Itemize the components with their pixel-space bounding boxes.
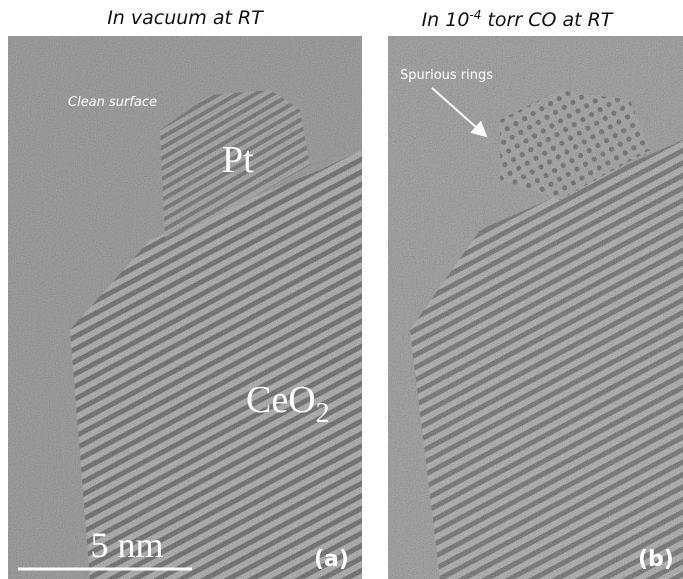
title-part: In 10 <box>422 9 470 31</box>
tem-image-b <box>388 36 683 579</box>
figure: In vacuum at RT In 10-4 torr CO at RT Cl… <box>0 0 683 579</box>
panel-title: In vacuum at RT <box>107 7 264 29</box>
tem-image-a <box>8 36 362 579</box>
panel-label: (a) <box>314 547 349 572</box>
panel-title: In 10-4 torr CO at RT <box>422 8 614 31</box>
label-part: CeO <box>246 379 316 421</box>
particle-label: Pt <box>222 139 254 181</box>
label-subscript: 2 <box>316 398 330 429</box>
title-part: torr CO at RT <box>481 9 613 31</box>
annotation: Clean surface <box>68 95 157 110</box>
scale-bar-label: 5 nm <box>90 525 163 565</box>
annotation: Spurious rings <box>400 68 493 83</box>
title-superscript: -4 <box>469 8 481 22</box>
panel-label: (b) <box>638 547 674 572</box>
